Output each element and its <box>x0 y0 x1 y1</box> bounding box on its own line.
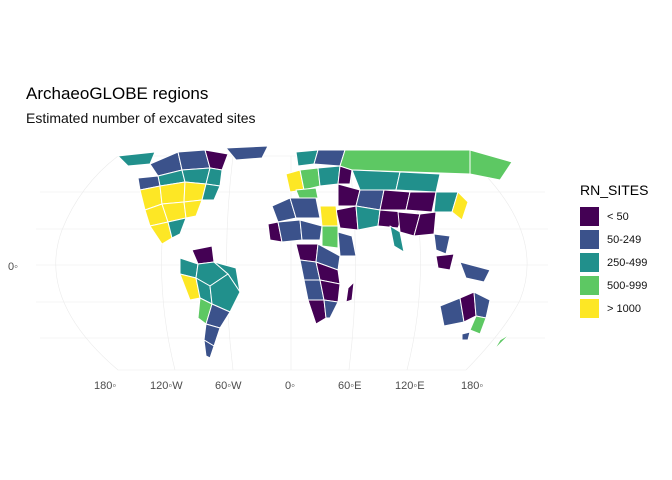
region-polygon <box>339 149 471 175</box>
axis-labels: 0◦ 180◦ 120◦W 60◦W 0◦ 60◦E 120◦E 180◦ <box>8 261 483 392</box>
lon-label: 60◦E <box>338 380 361 392</box>
region-polygon <box>337 231 357 257</box>
legend-label: 250-499 <box>607 256 648 269</box>
region-polygon <box>345 281 355 303</box>
region-polygon <box>323 299 339 319</box>
region-polygon <box>299 167 321 191</box>
region-polygon <box>209 273 241 313</box>
region-polygon <box>351 169 401 191</box>
legend-label: > 1000 <box>607 302 641 315</box>
globe-outline <box>55 155 528 371</box>
region-polygon <box>433 233 451 255</box>
lon-label: 120◦W <box>150 380 183 392</box>
legend-swatch <box>580 276 599 295</box>
lon-label: 180◦ <box>94 380 116 392</box>
legend-item: > 1000 <box>580 297 648 320</box>
region-polygon <box>159 181 186 205</box>
region-polygon <box>289 197 321 219</box>
region-polygon <box>459 261 491 283</box>
region-polygon <box>451 191 469 221</box>
legend-label: < 50 <box>607 210 629 223</box>
region-polygon <box>461 331 471 341</box>
region-polygon <box>377 209 405 229</box>
legend-label: 500-999 <box>607 279 648 292</box>
region-polygon <box>395 171 441 193</box>
lon-label: 120◦E <box>395 380 425 392</box>
region-polygon <box>183 199 203 219</box>
region-polygon <box>177 149 211 171</box>
region-polygon <box>469 149 513 181</box>
region-polygons <box>117 145 513 359</box>
legend-item: 50-249 <box>580 228 648 251</box>
region-polygon <box>225 145 269 161</box>
region-polygon <box>435 253 455 271</box>
region-polygon <box>117 151 156 167</box>
region-polygon <box>167 217 187 239</box>
legend-swatch <box>580 299 599 318</box>
lat-label: 0◦ <box>8 261 18 273</box>
region-polygon <box>493 333 511 351</box>
region-polygon <box>469 315 487 335</box>
map-title: ArchaeoGLOBE regions <box>26 84 209 103</box>
region-polygon <box>317 165 341 187</box>
region-polygon <box>355 205 381 231</box>
region-polygon <box>473 291 491 319</box>
region-polygon <box>405 191 437 213</box>
region-polygon <box>201 183 221 201</box>
region-polygon <box>379 189 411 211</box>
lon-label: 0◦ <box>285 380 295 392</box>
legend-swatch <box>580 230 599 249</box>
lon-label: 60◦W <box>215 380 242 392</box>
region-polygon <box>299 219 323 241</box>
legend-item: 250-499 <box>580 251 648 274</box>
legend: RN_SITES < 50 50-249 250-499 500-999 > 1… <box>580 182 648 320</box>
region-polygon <box>295 243 319 263</box>
legend-item: 500-999 <box>580 274 648 297</box>
legend-item: < 50 <box>580 205 648 228</box>
region-polygon <box>389 225 405 253</box>
legend-title: RN_SITES <box>580 182 649 198</box>
region-polygon <box>277 219 303 243</box>
region-polygon <box>307 299 327 325</box>
region-polygon <box>319 205 339 227</box>
region-polygon <box>295 187 319 201</box>
region-polygon <box>203 339 215 359</box>
region-polygon <box>191 245 215 265</box>
lon-label: 180◦ <box>461 380 483 392</box>
legend-label: 50-249 <box>607 233 642 246</box>
region-polygon <box>335 205 359 231</box>
region-polygon <box>181 167 211 185</box>
region-polygon <box>321 225 339 249</box>
map-subtitle: Estimated number of excavated sites <box>26 110 256 126</box>
legend-swatch <box>580 253 599 272</box>
legend-swatch <box>580 207 599 226</box>
